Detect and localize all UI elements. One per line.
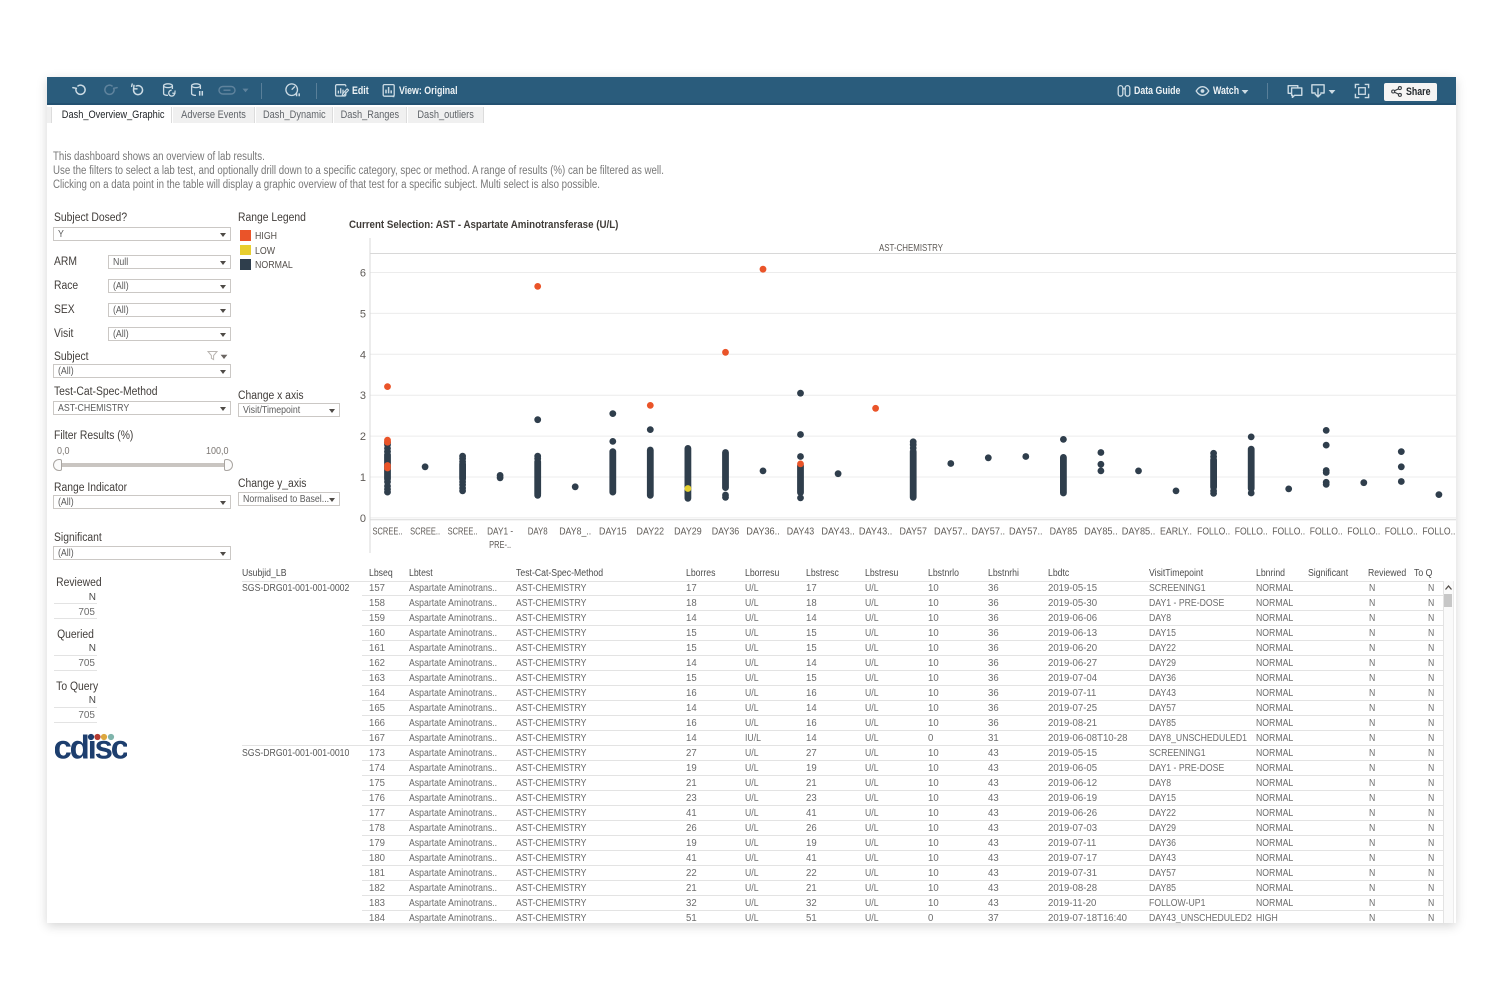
svg-text:SCREE..: SCREE.. bbox=[410, 526, 440, 538]
svg-text:0: 0 bbox=[360, 513, 366, 525]
svg-text:DAY57..: DAY57.. bbox=[1009, 526, 1043, 538]
svg-text:SCREE..: SCREE.. bbox=[373, 526, 403, 538]
svg-text:DAY57..: DAY57.. bbox=[934, 526, 968, 538]
svg-text:FOLLO..: FOLLO.. bbox=[1272, 526, 1305, 538]
svg-text:DAY29: DAY29 bbox=[674, 526, 702, 538]
svg-text:DAY85: DAY85 bbox=[1050, 526, 1078, 538]
svg-text:DAY8: DAY8 bbox=[528, 526, 548, 538]
svg-text:4: 4 bbox=[360, 349, 366, 361]
svg-text:AST-CHEMISTRY: AST-CHEMISTRY bbox=[879, 242, 943, 254]
svg-text:DAY85..: DAY85.. bbox=[1122, 526, 1156, 538]
svg-text:DAY43..: DAY43.. bbox=[821, 526, 855, 538]
svg-text:3: 3 bbox=[360, 390, 366, 402]
svg-text:FOLLO..: FOLLO.. bbox=[1235, 526, 1268, 538]
svg-text:FOLLO..: FOLLO.. bbox=[1422, 526, 1455, 538]
svg-text:1: 1 bbox=[360, 472, 366, 484]
svg-text:SCREE..: SCREE.. bbox=[448, 526, 478, 538]
svg-text:FOLLO..: FOLLO.. bbox=[1347, 526, 1380, 538]
svg-text:FOLLO..: FOLLO.. bbox=[1197, 526, 1230, 538]
svg-text:DAY15: DAY15 bbox=[599, 526, 627, 538]
svg-text:DAY36: DAY36 bbox=[712, 526, 740, 538]
svg-text:DAY22: DAY22 bbox=[637, 526, 665, 538]
svg-text:DAY57..: DAY57.. bbox=[972, 526, 1006, 538]
svg-text:DAY43: DAY43 bbox=[787, 526, 815, 538]
svg-text:FOLLO..: FOLLO.. bbox=[1310, 526, 1343, 538]
svg-text:2: 2 bbox=[360, 431, 366, 443]
svg-text:DAY8_..: DAY8_.. bbox=[559, 526, 591, 538]
svg-text:DAY57: DAY57 bbox=[899, 526, 927, 538]
svg-text:FOLLO..: FOLLO.. bbox=[1385, 526, 1418, 538]
svg-text:PRE-..: PRE-.. bbox=[489, 539, 511, 551]
svg-text:5: 5 bbox=[360, 308, 366, 320]
svg-text:6: 6 bbox=[360, 268, 366, 280]
svg-text:EARLY..: EARLY.. bbox=[1160, 526, 1192, 538]
svg-text:DAY85..: DAY85.. bbox=[1084, 526, 1118, 538]
svg-text:DAY43..: DAY43.. bbox=[859, 526, 893, 538]
svg-text:DAY1 -: DAY1 - bbox=[487, 526, 513, 538]
svg-text:DAY36..: DAY36.. bbox=[746, 526, 780, 538]
